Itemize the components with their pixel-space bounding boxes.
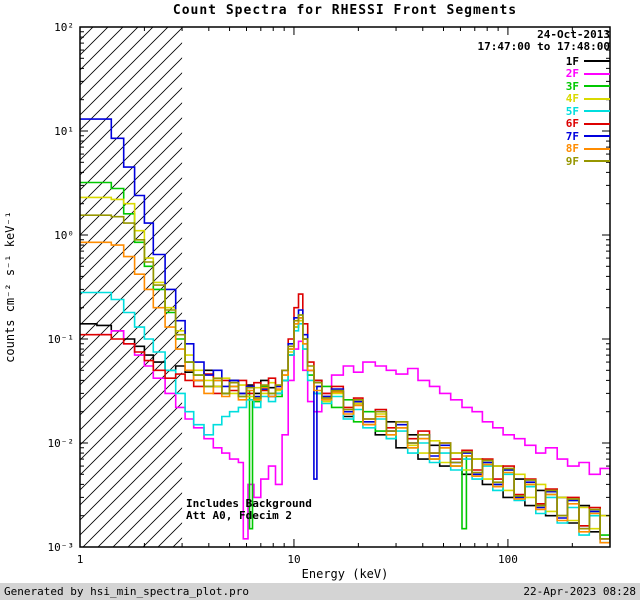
x-tick-label: 1 [77, 553, 84, 566]
y-axis-label: counts cm⁻² s⁻¹ keV⁻¹ [3, 211, 17, 363]
legend: 1F 2F 3F 4F 5F 6F 7F 8F 9F [566, 55, 610, 168]
legend-label: 9F [565, 154, 579, 168]
legend-color-line [584, 60, 610, 63]
annotation-includes-background: Includes Background [186, 497, 312, 510]
legend-color-line [584, 147, 610, 150]
legend-label: 4F [565, 92, 579, 106]
y-tick-label: 10⁻³ [48, 541, 75, 554]
x-tick-label: 100 [498, 553, 518, 566]
observation-info: 24-Oct-2013 17:47:00 to 17:48:00 [478, 29, 610, 53]
y-tick-label: 10¹ [54, 125, 74, 138]
series-9F [80, 214, 610, 540]
legend-entry-1F: 1F [566, 55, 610, 68]
x-axis-label: Energy (keV) [302, 567, 389, 581]
legend-label: 7F [565, 129, 579, 143]
render-timestamp: 22-Apr-2023 08:28 [523, 585, 636, 598]
observation-date: 24-Oct-2013 [537, 28, 610, 41]
legend-color-line [584, 122, 610, 125]
legend-entry-3F: 3F [566, 80, 610, 93]
observation-time-range: 17:47:00 to 17:48:00 [477, 40, 610, 53]
generator-credit: Generated by hsi_min_spectra_plot.pro [4, 585, 250, 598]
footer-bar: Generated by hsi_min_spectra_plot.pro 22… [0, 583, 640, 600]
series-2F [96, 330, 610, 540]
legend-entry-4F: 4F [565, 92, 610, 106]
legend-entry-7F: 7F [566, 130, 610, 143]
legend-entry-8F: 8F [565, 142, 610, 156]
legend-color-line [584, 85, 610, 88]
legend-label: 5F [565, 104, 579, 118]
annotation-attenuator-state: Att A0, Fdecim 2 [186, 509, 292, 522]
y-tick-label: 10⁻² [48, 437, 75, 450]
y-tick-label: 10⁻¹ [48, 333, 75, 346]
legend-label: 2F [565, 67, 579, 81]
legend-color-line [584, 72, 610, 75]
plot-frame [79, 26, 611, 548]
x-tick-label: 10 [287, 553, 300, 566]
legend-entry-2F: 2F [565, 67, 610, 81]
plot-annotations: Includes Background Att A0, Fdecim 2 [186, 498, 312, 522]
legend-color-line [584, 160, 610, 163]
legend-color-line [584, 135, 610, 138]
y-tick-label: 10⁰ [54, 229, 74, 242]
legend-label: 6F [565, 117, 579, 131]
legend-label: 3F [565, 79, 579, 93]
chart-title: Count Spectra for RHESSI Front Segments [172, 3, 518, 18]
legend-entry-5F: 5F [566, 105, 610, 118]
legend-label: 1F [565, 54, 579, 68]
legend-label: 8F [565, 142, 579, 156]
legend-color-line [584, 110, 610, 113]
legend-entry-6F: 6F [565, 117, 610, 131]
attenuated-energy-hatch-region [80, 27, 183, 547]
y-tick-label: 10² [54, 21, 74, 34]
legend-entry-9F: 9F [566, 155, 610, 168]
legend-color-line [584, 97, 610, 100]
series-group [80, 118, 610, 544]
